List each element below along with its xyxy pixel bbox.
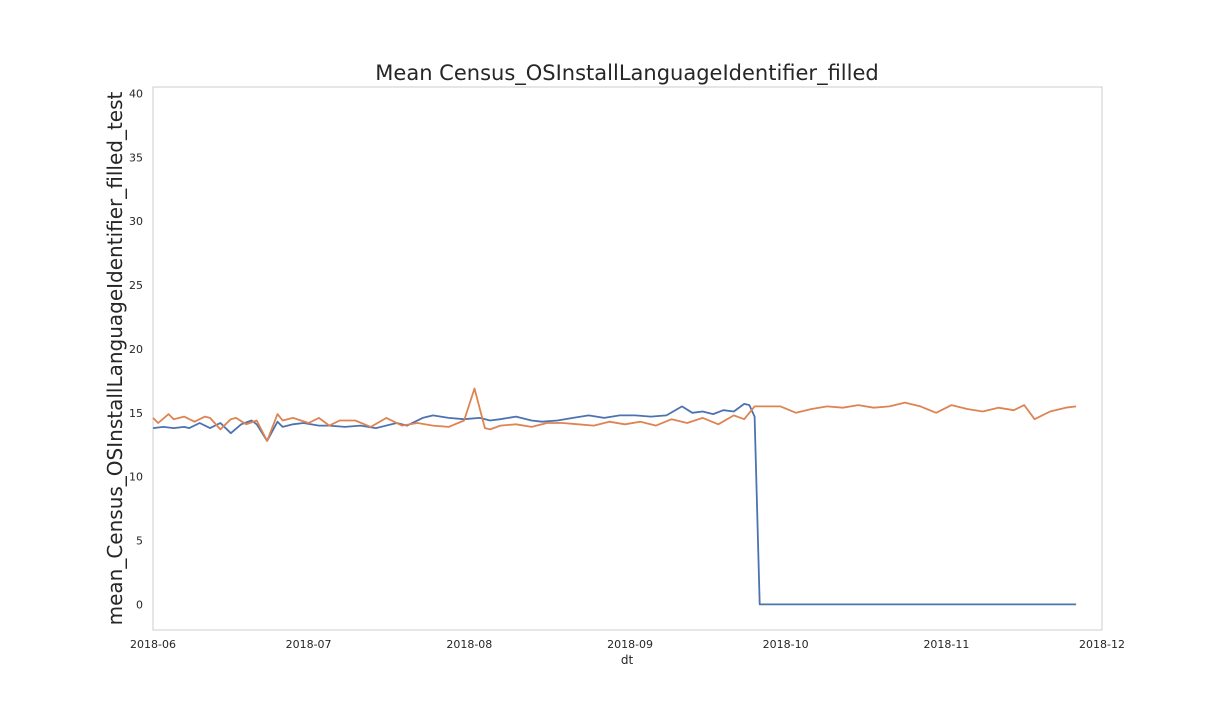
x-tick-label: 2018-12: [1079, 638, 1125, 651]
y-tick-label: 10: [129, 471, 143, 484]
y-tick-label: 5: [136, 535, 143, 548]
x-tick-label: 2018-11: [923, 638, 969, 651]
y-tick-label: 20: [129, 343, 143, 356]
x-tick-label: 2018-06: [130, 638, 176, 651]
y-axis-label: mean_Census_OSInstallLanguageIdentifier_…: [103, 91, 127, 625]
y-tick-label: 30: [129, 215, 143, 228]
x-tick-label: 2018-08: [446, 638, 492, 651]
x-axis-label: dt: [621, 653, 634, 667]
x-tick-label: 2018-07: [286, 638, 332, 651]
y-tick-label: 15: [129, 407, 143, 420]
y-tick-label: 25: [129, 279, 143, 292]
chart-title: Mean Census_OSInstallLanguageIdentifier_…: [375, 61, 878, 86]
y-axis-ticks: 0 5 10 15 20 25 30 35 40: [129, 87, 143, 611]
x-tick-label: 2018-09: [607, 638, 653, 651]
y-tick-label: 35: [129, 151, 143, 164]
x-axis-ticks: 2018-06 2018-07 2018-08 2018-09 2018-10 2018-…: [130, 638, 1125, 651]
series-line-2: [152, 387, 1077, 442]
y-tick-label: 0: [136, 598, 143, 611]
x-tick-label: 2018-10: [763, 638, 809, 651]
plot-area-frame: [152, 86, 1103, 631]
series-layer: [152, 387, 1077, 606]
y-tick-label: 40: [129, 87, 143, 100]
